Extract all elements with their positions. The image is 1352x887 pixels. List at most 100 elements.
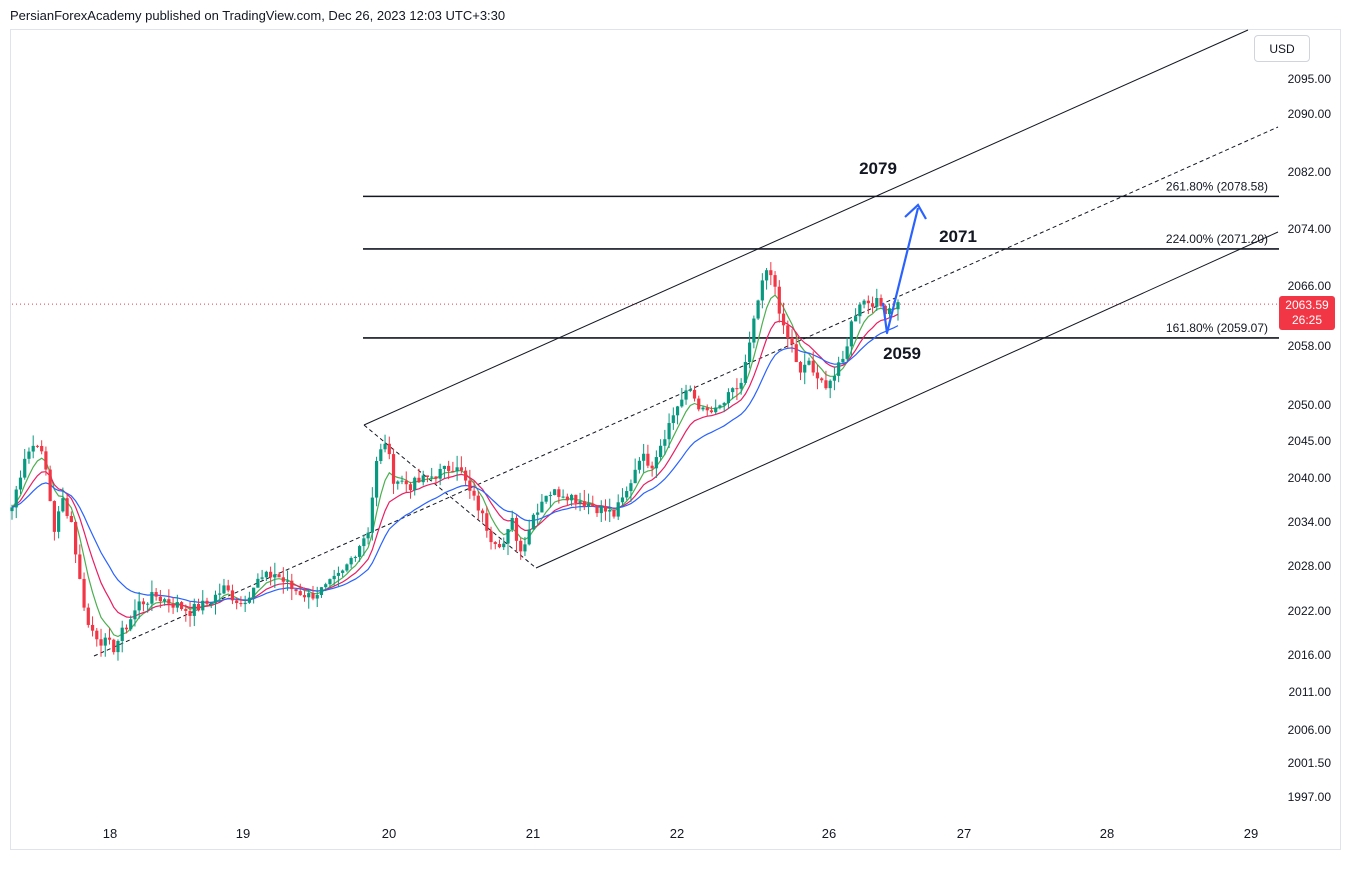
- candle-body: [735, 388, 739, 390]
- candle-body: [887, 308, 892, 315]
- candle-body: [866, 300, 870, 304]
- candle-body: [14, 489, 18, 508]
- candle-body: [332, 575, 336, 580]
- candle-body: [531, 514, 536, 530]
- candle-body: [90, 624, 95, 631]
- candle-body: [616, 502, 620, 517]
- candle-body: [65, 498, 69, 516]
- candle-body: [502, 543, 506, 548]
- y-tick-label: 2022.00: [1288, 604, 1332, 618]
- candle-body: [175, 602, 179, 608]
- candle-body: [875, 297, 879, 307]
- candle-body: [883, 305, 887, 315]
- y-tick-label: 1997.00: [1288, 790, 1332, 804]
- candle-body: [807, 360, 811, 365]
- candle-body: [205, 600, 209, 604]
- annotation-2071: 2071: [939, 227, 977, 246]
- candle-body: [95, 630, 99, 640]
- last-price-tag: 2063.59 26:25: [1279, 296, 1335, 330]
- candle-body: [603, 506, 608, 512]
- candle-body: [222, 585, 226, 594]
- candle-body: [480, 510, 485, 514]
- bar-countdown: 26:25: [1291, 313, 1323, 327]
- x-tick-label: 28: [1100, 826, 1114, 841]
- fib-level-label: 261.80% (2078.58): [1166, 179, 1268, 193]
- candle-body: [599, 506, 603, 514]
- candle-body: [739, 382, 743, 389]
- candle-body: [324, 584, 328, 588]
- candle-body: [650, 465, 654, 469]
- candle-body: [497, 544, 502, 548]
- candle-body: [362, 538, 366, 547]
- candle-body: [684, 390, 688, 400]
- candle-body: [370, 497, 374, 533]
- x-tick-label: 19: [236, 826, 250, 841]
- candle-body: [773, 275, 777, 287]
- candle-body: [358, 546, 362, 557]
- candle-body: [23, 458, 27, 478]
- candle-body: [841, 358, 845, 363]
- candle-body: [578, 501, 582, 504]
- candle-body: [120, 627, 124, 641]
- candle-body: [688, 389, 692, 391]
- x-tick-label: 21: [526, 826, 540, 841]
- candle-body: [540, 501, 544, 513]
- candle-body: [264, 571, 268, 578]
- candle-body: [69, 515, 73, 523]
- candle-body: [633, 469, 637, 484]
- candle-body: [196, 604, 201, 611]
- candle-body: [349, 558, 353, 565]
- candle-body: [387, 443, 391, 455]
- candle-body: [48, 469, 52, 502]
- candle-body: [425, 475, 430, 477]
- candle-body: [103, 637, 107, 646]
- candle-body: [116, 640, 120, 653]
- candle-body: [163, 599, 167, 602]
- y-tick-label: 2028.00: [1288, 559, 1332, 573]
- candle-body: [832, 375, 837, 381]
- candle-body: [366, 532, 370, 539]
- currency-button[interactable]: USD: [1254, 35, 1310, 62]
- candle-body: [824, 380, 828, 389]
- y-tick-label: 2034.00: [1288, 515, 1332, 529]
- candle-body: [319, 587, 324, 596]
- candle-body: [404, 480, 408, 485]
- annotation-2059: 2059: [883, 344, 921, 363]
- candle-body: [201, 600, 205, 611]
- y-tick-label: 2090.00: [1288, 107, 1332, 121]
- y-tick-label: 2050.00: [1288, 398, 1332, 412]
- candle-body: [311, 593, 315, 599]
- candle-body: [569, 494, 574, 501]
- candle-body: [213, 594, 218, 603]
- candle-body: [815, 372, 820, 379]
- candle-body: [10, 507, 14, 512]
- candle-body: [107, 637, 112, 640]
- last-price-value: 2063.59: [1285, 298, 1329, 312]
- candle-body: [637, 460, 642, 470]
- candle-body: [786, 325, 790, 338]
- candle-body: [150, 592, 154, 604]
- forecast-arrow-head: [904, 203, 927, 220]
- candle-body: [675, 406, 680, 416]
- candle-body: [396, 481, 400, 484]
- candle-body: [447, 465, 451, 471]
- candle-body: [591, 503, 595, 507]
- candle-body: [489, 530, 493, 543]
- candle-body: [302, 595, 307, 598]
- candle-body: [290, 580, 294, 590]
- candle-body: [99, 639, 103, 646]
- candle-body: [781, 313, 786, 326]
- candle-body: [544, 495, 548, 502]
- candle-body: [659, 445, 663, 458]
- candle-body: [519, 540, 523, 552]
- candle-body: [18, 477, 23, 490]
- candle-body: [565, 496, 569, 501]
- candle-body: [209, 602, 213, 604]
- candle-body: [281, 577, 285, 582]
- candle-body: [341, 570, 345, 573]
- candle-body: [374, 460, 379, 498]
- y-tick-label: 2066.00: [1288, 279, 1332, 293]
- candle-body: [260, 577, 264, 579]
- candle-body: [468, 480, 472, 491]
